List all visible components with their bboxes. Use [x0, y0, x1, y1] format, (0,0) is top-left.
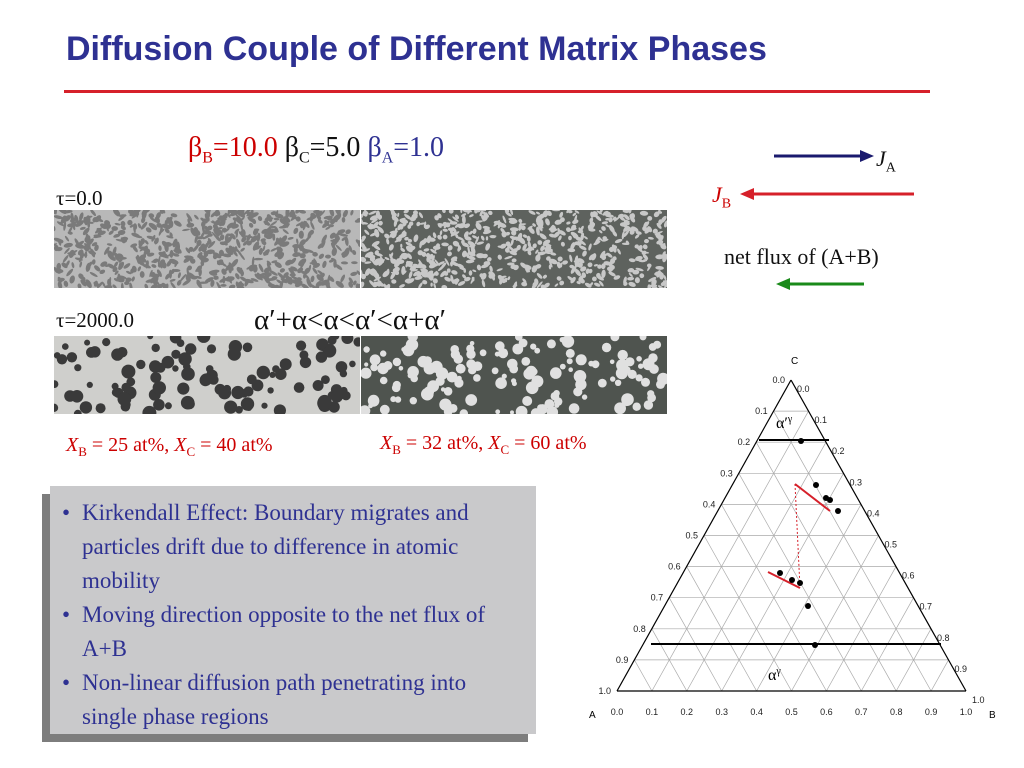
tau-final-label: τ=2000.0: [56, 308, 135, 332]
tick-label: 0.3: [720, 468, 733, 478]
tick-label: 0.9: [925, 707, 938, 717]
tick-label: 0.4: [750, 707, 763, 717]
title-rule: [64, 90, 930, 93]
beta-b: βB=10.0: [188, 132, 278, 167]
tick-label: 0.4: [703, 499, 716, 509]
bullet-item: • Non-linear diffusion path penetrating i…: [62, 670, 467, 729]
tick-label: 0.5: [785, 707, 798, 717]
tick-label: 0.1: [755, 406, 768, 416]
beta-parameters: βB=10.0 βC=5.0 βA=1.0: [188, 132, 444, 168]
tick-label: 1.0: [960, 707, 973, 717]
tick-label: 1.0: [972, 695, 985, 705]
tick-label: 0.6: [902, 571, 915, 581]
phase-label-top: α′γ: [776, 414, 793, 432]
tick-label: 0.2: [832, 446, 845, 456]
tick-label: 0.4: [867, 508, 880, 518]
composition-left: XB = 25 at%, XC = 40 at%: [66, 434, 273, 459]
tick-label: 0.7: [855, 707, 868, 717]
phase-order-label: α′+α<α<α′<α+α′: [254, 304, 446, 336]
flux-a-label: JA: [876, 146, 896, 176]
tick-label: 0.6: [820, 707, 833, 717]
bullet-box: • Kirkendall Effect: Boundary migrates an…: [50, 486, 536, 734]
vertex-a-label: A: [589, 710, 596, 721]
tick-label: 0.0: [611, 707, 624, 717]
page-title: Diffusion Couple of Different Matrix Pha…: [66, 30, 767, 68]
vertex-c-label: C: [791, 356, 798, 367]
tick-label: 0.5: [685, 531, 698, 541]
tick-label: 1.0: [598, 686, 611, 696]
micrograph-final-right: [361, 336, 667, 414]
tick-label: 0.9: [616, 655, 629, 665]
tick-label: 0.1: [646, 707, 659, 717]
micrograph-final-left: [54, 336, 360, 414]
composition-points: [777, 438, 841, 648]
tick-label: 0.0: [772, 375, 785, 385]
net-flux-arrow-icon: [776, 278, 864, 290]
flux-a-arrow-icon: [774, 150, 874, 162]
bullet-item: • Kirkendall Effect: Boundary migrates an…: [62, 500, 469, 593]
tick-label: 0.7: [651, 593, 664, 603]
tick-label: 0.7: [920, 602, 933, 612]
tick-label: 0.3: [715, 707, 728, 717]
beta-c: βC=5.0: [284, 132, 361, 167]
composition-right: XB = 32 at%, XC = 60 at%: [380, 432, 587, 457]
tick-label: 0.9: [955, 664, 968, 674]
tick-label: 0.3: [850, 477, 863, 487]
diffusion-path-dashed: [794, 483, 801, 589]
tick-label: 0.8: [890, 707, 903, 717]
tick-label: 0.5: [885, 540, 898, 550]
tick-label: 0.1: [815, 415, 828, 425]
tick-label: 0.2: [681, 707, 694, 717]
tie-line-upper: [794, 483, 831, 512]
tick-label: 0.8: [633, 624, 646, 634]
beta-a: βA=1.0: [367, 132, 445, 167]
tick-label: 0.8: [937, 633, 950, 643]
micrograph-initial-right: [361, 210, 667, 288]
phase-label-bottom: αγ: [768, 666, 781, 684]
tie-line-lower: [767, 571, 801, 589]
bullet-item: • Moving direction opposite to the net fl…: [62, 602, 486, 661]
ternary-phase-diagram: C A B 0.0 0.1 0.2 0.3 0.4 0.5 0.6 0.7 0.8 0.9 1.0 0…: [589, 356, 996, 721]
tick-label: 0.2: [738, 437, 751, 447]
flux-b-label: JB: [712, 182, 732, 212]
tau-initial-label: τ=0.0: [56, 186, 103, 210]
vertex-b-label: B: [989, 710, 996, 721]
micrograph-initial-left: [54, 210, 360, 288]
net-flux-label: net flux of (A+B): [724, 244, 879, 269]
tick-label: 0.0: [797, 384, 810, 394]
tick-label: 0.6: [668, 562, 681, 572]
flux-b-arrow-icon: [740, 188, 914, 200]
